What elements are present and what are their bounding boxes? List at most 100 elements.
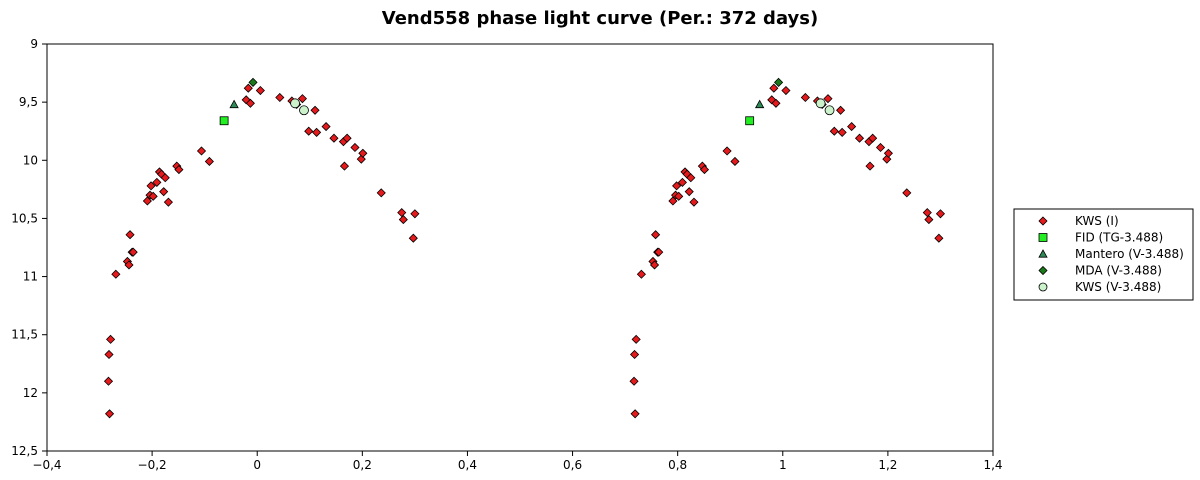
data-point: [248, 77, 258, 87]
legend-marker: [1038, 216, 1048, 226]
data-point: [824, 105, 835, 116]
data-point: [651, 230, 661, 240]
y-tick-label: 11,5: [11, 328, 38, 342]
data-point: [854, 133, 865, 143]
y-tick-label: 12,5: [11, 444, 38, 458]
data-point: [883, 148, 893, 158]
data-point: [631, 334, 641, 344]
data-point: [629, 376, 639, 386]
data-point: [924, 215, 934, 225]
series-4: [290, 98, 835, 116]
data-point: [630, 349, 640, 360]
data-point: [243, 83, 253, 93]
data-point: [875, 142, 886, 153]
y-tick-label: 10: [23, 153, 38, 167]
data-point: [125, 230, 135, 240]
data-point: [397, 208, 407, 218]
data-point: [321, 121, 331, 132]
data-point: [868, 133, 878, 143]
data-point: [398, 215, 408, 225]
data-point: [350, 142, 360, 153]
data-point: [163, 197, 173, 207]
data-point: [229, 99, 239, 109]
x-tick-label: 1,2: [878, 458, 897, 472]
data-point: [689, 197, 699, 207]
x-tick-label: 0,4: [458, 458, 477, 472]
data-point: [674, 191, 684, 201]
data-point: [922, 208, 932, 218]
data-point: [699, 165, 710, 175]
data-point: [823, 94, 833, 104]
data-point: [649, 260, 660, 270]
data-point: [358, 148, 368, 158]
legend-marker: [1038, 282, 1048, 292]
data-point: [111, 269, 121, 279]
data-point: [935, 209, 946, 219]
x-axis: −0,4 −0,2 0 0,2 0,4 0,6 0,8 1 1,2 1,4: [32, 451, 1003, 472]
data-point: [754, 99, 765, 109]
data-point: [815, 98, 826, 109]
legend-marker: [1038, 249, 1048, 258]
data-point: [902, 188, 912, 198]
x-tick-label: 1: [779, 458, 787, 472]
data-point: [730, 156, 740, 167]
data-point: [159, 187, 169, 197]
y-tick-label: 10,5: [11, 211, 38, 225]
y-tick-label: 9,5: [19, 95, 38, 109]
data-point: [329, 133, 339, 143]
y-tick-label: 11: [23, 270, 38, 284]
data-point: [769, 83, 779, 93]
data-point: [722, 146, 732, 156]
data-point: [152, 177, 162, 187]
data-point: [128, 247, 138, 257]
data-point: [865, 161, 875, 171]
data-point: [677, 177, 687, 187]
x-tick-label: 0,8: [668, 458, 687, 472]
series-0: [103, 83, 946, 419]
legend-label: KWS (I): [1075, 214, 1119, 228]
data-point: [104, 409, 115, 419]
data-point: [934, 233, 944, 243]
data-point: [630, 409, 640, 419]
data-point: [636, 269, 646, 279]
y-tick-label: 12: [23, 386, 38, 400]
series-1: [219, 116, 755, 126]
data-point: [410, 209, 420, 219]
legend-label: Mantero (V-3.488): [1075, 247, 1184, 261]
data-point: [745, 116, 755, 126]
legend-label: FID (TG-3.488): [1075, 231, 1163, 245]
legend-label: KWS (V-3.488): [1075, 280, 1161, 294]
data-point: [297, 94, 307, 104]
data-point: [847, 121, 857, 132]
data-point: [800, 92, 810, 103]
data-point: [255, 85, 265, 96]
data-point: [146, 181, 156, 191]
data-point: [304, 126, 314, 136]
data-point: [160, 173, 170, 183]
data-point: [837, 127, 847, 137]
data-point: [686, 173, 696, 183]
series-3: [248, 77, 784, 87]
data-point: [684, 187, 694, 197]
y-tick-label: 9: [30, 37, 38, 51]
data-point: [106, 334, 116, 344]
x-tick-label: 1,4: [983, 458, 1002, 472]
legend: KWS (I) FID (TG-3.488) Mantero (V-3.488) MD…: [1013, 208, 1194, 301]
data-point: [104, 349, 114, 360]
data-point: [103, 376, 114, 386]
data-point: [310, 105, 320, 115]
plot-frame: [46, 43, 994, 452]
data-point: [339, 161, 350, 171]
data-point: [836, 105, 846, 115]
data-point: [342, 133, 352, 143]
data-point: [312, 127, 322, 137]
x-tick-label: −0,2: [138, 458, 167, 472]
data-point: [275, 92, 285, 103]
data-point: [672, 181, 682, 191]
data-point: [204, 156, 214, 167]
series-2: [229, 99, 765, 109]
data-point: [174, 165, 184, 175]
data-point: [829, 126, 839, 136]
x-tick-label: 0,2: [353, 458, 372, 472]
